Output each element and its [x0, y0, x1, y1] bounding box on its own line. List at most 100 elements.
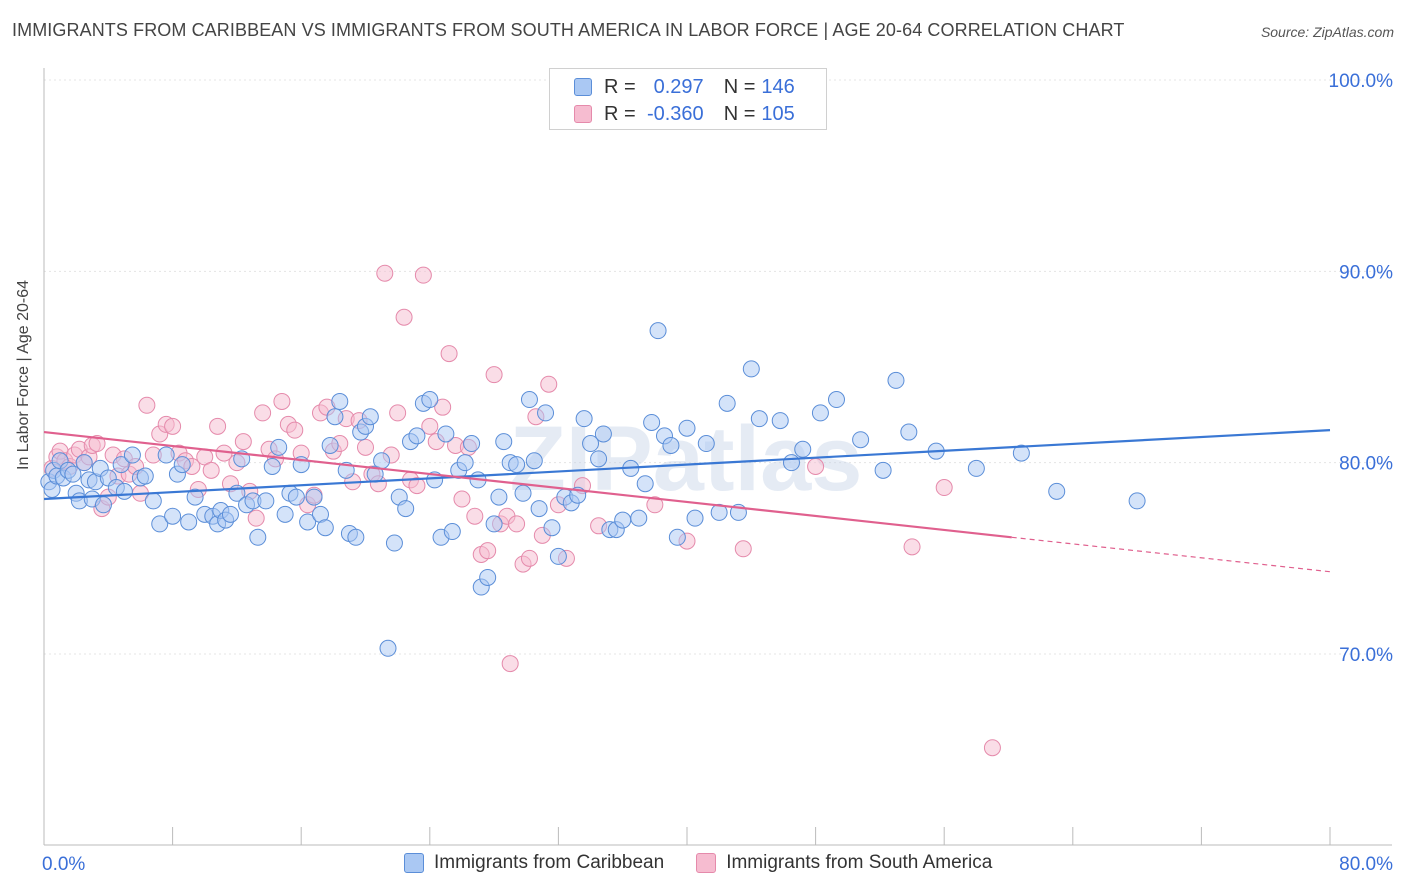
legend-item-south-america: Immigrants from South America	[696, 852, 992, 874]
data-point-south-america	[421, 417, 439, 435]
data-point-south-america	[540, 375, 558, 393]
data-point-caribbean	[649, 322, 667, 340]
data-point-caribbean	[1048, 482, 1066, 500]
data-point-caribbean	[112, 456, 130, 474]
data-point-caribbean	[549, 547, 567, 565]
data-point-caribbean	[326, 408, 344, 426]
data-point-caribbean	[144, 492, 162, 510]
data-point-south-america	[273, 392, 291, 410]
series-south-america-points	[43, 264, 1001, 757]
data-point-caribbean	[270, 438, 288, 456]
data-point-caribbean	[643, 413, 661, 431]
data-point-caribbean	[811, 404, 829, 422]
data-point-south-america	[408, 477, 426, 495]
y-tick-label: 100.0%	[1329, 71, 1394, 92]
data-point-south-america	[434, 398, 452, 416]
data-point-caribbean	[373, 452, 391, 470]
legend-n-value-caribbean: 146	[761, 75, 795, 98]
trend-line-caribbean	[43, 429, 1331, 501]
data-point-caribbean	[742, 360, 760, 378]
data-point-south-america	[414, 266, 432, 284]
data-point-caribbean	[590, 450, 608, 468]
data-point-caribbean	[421, 391, 439, 409]
x-tick-label: 0.0%	[42, 854, 85, 875]
data-point-caribbean	[525, 452, 543, 470]
data-point-caribbean	[771, 412, 789, 430]
y-tick-label: 90.0%	[1339, 262, 1393, 283]
data-point-caribbean	[94, 496, 112, 514]
data-point-caribbean	[874, 461, 892, 479]
chart-title: IMMIGRANTS FROM CARIBBEAN VS IMMIGRANTS …	[12, 20, 1125, 40]
data-point-caribbean	[520, 391, 538, 409]
x-tick-label: 80.0%	[1339, 854, 1393, 875]
data-point-south-america	[807, 457, 825, 475]
data-point-caribbean	[305, 488, 323, 506]
data-point-south-america	[357, 438, 374, 456]
data-point-caribbean	[361, 408, 379, 426]
data-point-south-america	[935, 479, 953, 497]
data-point-caribbean	[263, 457, 281, 475]
data-point-caribbean	[397, 500, 415, 518]
data-point-south-america	[734, 540, 752, 558]
data-point-caribbean	[1128, 492, 1146, 510]
data-point-south-america	[508, 515, 526, 533]
data-point-caribbean	[287, 488, 305, 506]
legend-r-label: R =	[604, 102, 636, 125]
data-point-caribbean	[537, 404, 555, 422]
trend-line-south-america	[43, 430, 1012, 539]
legend-row-caribbean: R = 0.297 N = 146	[574, 75, 795, 99]
legend-n-label: N =	[723, 102, 756, 125]
source-label: Source: ZipAtlas.com	[1260, 24, 1394, 40]
data-point-caribbean	[614, 511, 632, 529]
legend-row-south-america: R = -0.360 N = 105	[574, 102, 795, 126]
data-point-caribbean	[852, 431, 870, 449]
data-point-caribbean	[485, 515, 503, 533]
data-point-caribbean	[530, 500, 548, 518]
data-point-caribbean	[463, 435, 481, 453]
data-point-south-america	[479, 542, 497, 560]
legend-r-label: R =	[604, 75, 636, 98]
data-point-caribbean	[479, 568, 497, 586]
correlation-legend: R = 0.297 N = 146 R = -0.360 N = 105	[549, 68, 827, 130]
data-point-caribbean	[900, 423, 918, 441]
legend-swatch-south-america	[696, 853, 717, 873]
legend-r-value-caribbean: 0.297	[653, 75, 704, 98]
data-point-caribbean	[718, 394, 736, 412]
trend-line-south-america-extension	[1011, 536, 1331, 573]
series-caribbean-points	[40, 322, 1146, 657]
data-point-caribbean	[514, 484, 532, 502]
legend-item-caribbean: Immigrants from Caribbean	[404, 852, 664, 874]
data-point-caribbean	[64, 465, 82, 483]
data-point-caribbean	[186, 488, 204, 506]
legend-label-caribbean: Immigrants from Caribbean	[434, 852, 665, 873]
data-point-south-america	[466, 507, 484, 525]
legend-n-label: N =	[723, 75, 756, 98]
data-point-south-america	[903, 538, 921, 556]
data-point-caribbean	[887, 371, 905, 389]
data-point-caribbean	[379, 639, 397, 657]
data-point-caribbean	[75, 454, 93, 472]
legend-swatch-caribbean	[404, 853, 424, 873]
data-point-south-america	[164, 417, 182, 435]
data-point-caribbean	[678, 419, 696, 437]
data-point-caribbean	[594, 425, 612, 443]
data-point-caribbean	[123, 446, 141, 464]
data-point-caribbean	[299, 513, 317, 531]
legend-swatch-south-america	[574, 105, 592, 123]
data-point-caribbean	[136, 467, 154, 485]
data-point-caribbean	[495, 433, 513, 451]
data-point-south-america	[983, 739, 1001, 757]
legend-swatch-caribbean	[574, 78, 592, 96]
data-point-caribbean	[173, 456, 191, 474]
series-legend: Immigrants from Caribbean Immigrants fro…	[404, 852, 1024, 874]
data-point-south-america	[247, 509, 265, 527]
data-point-caribbean	[276, 505, 294, 523]
trend-lines	[43, 429, 1331, 573]
data-point-caribbean	[508, 456, 526, 474]
data-point-caribbean	[662, 436, 680, 454]
y-tick-label: 70.0%	[1339, 645, 1393, 666]
x-tick-labels: 0.0% 80.0%	[42, 854, 1393, 875]
data-point-south-america	[395, 308, 413, 326]
data-point-caribbean	[575, 410, 593, 428]
data-point-south-america	[202, 461, 220, 479]
